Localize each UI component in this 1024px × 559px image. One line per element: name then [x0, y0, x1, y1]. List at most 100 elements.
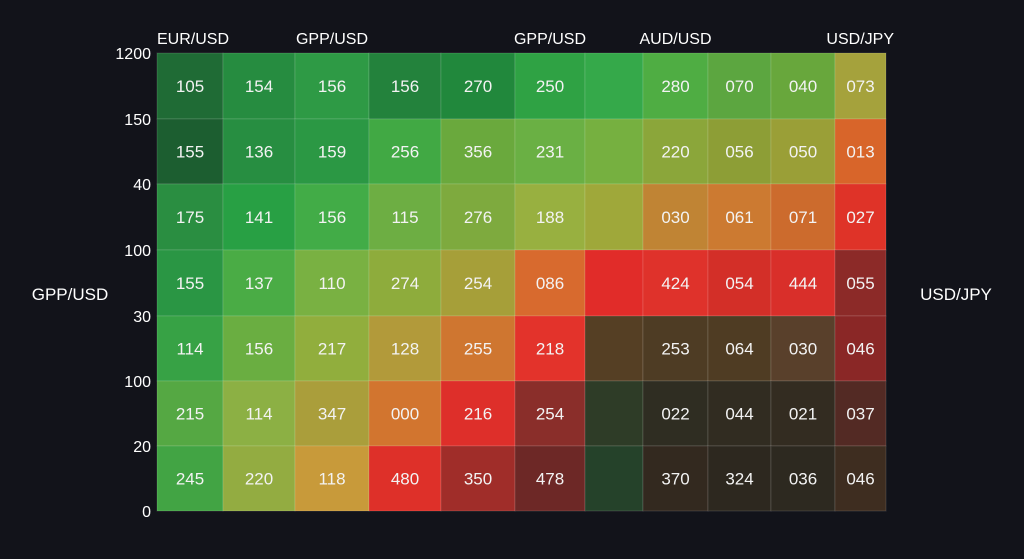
heatmap-cell [514, 52, 586, 120]
cell-value-labels: 105 154 156 156 270 250 280 070 040 073 155 136 159 2… [176, 77, 875, 489]
heatmap-cell [834, 249, 887, 317]
heatmap-cell [440, 118, 516, 185]
heatmap-cell [834, 315, 887, 382]
row-tick-label: 0 [142, 504, 151, 521]
column-label: USD/JPY [826, 31, 894, 48]
heatmap-cell [770, 118, 836, 185]
cell-value: 220 [245, 470, 273, 489]
heatmap-cell [368, 445, 442, 512]
cell-value: 141 [245, 208, 273, 227]
cell-value: 220 [661, 143, 689, 162]
column-label: AUD/USD [639, 31, 711, 48]
heatmap-cell [514, 445, 586, 512]
cell-value: 056 [725, 143, 753, 162]
cell-value: 110 [318, 274, 345, 293]
heatmap-cell [222, 315, 296, 382]
heatmap-cell [514, 249, 586, 317]
cell-value: 118 [318, 470, 345, 489]
cell-value: 156 [245, 340, 273, 359]
cell-value: 350 [464, 470, 492, 489]
cell-value: 073 [846, 77, 874, 96]
cell-value: 217 [318, 340, 346, 359]
column-label: GPP/USD [514, 31, 586, 48]
cell-value: 055 [846, 274, 874, 293]
cell-value: 030 [789, 340, 817, 359]
cell-value: 231 [536, 143, 564, 162]
cell-value: 276 [464, 208, 492, 227]
cell-value: 054 [725, 274, 753, 293]
heatmap-cell [584, 52, 644, 120]
cell-value: 128 [391, 340, 419, 359]
cell-value: 215 [176, 405, 204, 424]
heatmap-cell [584, 249, 644, 317]
cell-value: 046 [846, 340, 874, 359]
heatmap-cell [514, 315, 586, 382]
cell-value: 136 [245, 143, 273, 162]
cell-value: 046 [846, 470, 874, 489]
row-tick-label: 20 [133, 439, 151, 456]
left-axis-label: GPP/USD [32, 285, 109, 304]
heatmap-cell [156, 445, 224, 512]
heatmap-cell [156, 380, 224, 447]
heatmap-cell [834, 445, 887, 512]
heatmap-cell [584, 118, 644, 185]
row-tick-labels: 1200 150 40 100 30 100 20 0 [115, 46, 151, 521]
cell-value: 424 [661, 274, 689, 293]
heatmap-cell [440, 183, 516, 251]
heatmap-cell [156, 315, 224, 382]
cell-value: 254 [536, 405, 564, 424]
row-tick-label: 100 [124, 374, 151, 391]
row-tick-label: 150 [124, 112, 151, 129]
right-axis-label: USD/JPY [920, 285, 992, 304]
cell-value: 000 [391, 405, 419, 424]
cell-value: 356 [464, 143, 492, 162]
cell-value: 022 [661, 405, 689, 424]
cell-value: 274 [391, 274, 419, 293]
cell-value: 013 [846, 143, 874, 162]
heatmap-cell [707, 118, 772, 185]
cell-value: 115 [391, 208, 418, 227]
heatmap-cell [156, 52, 224, 120]
row-tick-label: 40 [133, 177, 151, 194]
heatmap-cell [514, 380, 586, 447]
cell-value: 254 [464, 274, 492, 293]
cell-value: 037 [846, 405, 874, 424]
cell-value: 040 [789, 77, 817, 96]
heatmap-cell [834, 183, 887, 251]
heatmap-cell [222, 445, 296, 512]
cell-value: 154 [245, 77, 273, 96]
cell-value: 114 [245, 405, 272, 424]
heatmap-cell [584, 315, 644, 382]
heatmap-cell [294, 118, 370, 185]
heatmap-cells [156, 52, 887, 512]
cell-value: 480 [391, 470, 419, 489]
cell-value: 444 [789, 274, 817, 293]
cell-value: 324 [725, 470, 753, 489]
heatmap-cell [770, 445, 836, 512]
cell-value: 256 [391, 143, 419, 162]
cell-value: 021 [789, 405, 817, 424]
cell-value: 245 [176, 470, 204, 489]
heatmap-cell [584, 183, 644, 251]
column-label: GPP/USD [296, 31, 368, 48]
cell-value: 155 [176, 143, 204, 162]
heatmap-cell [834, 380, 887, 447]
cell-value: 478 [536, 470, 564, 489]
cell-value: 137 [245, 274, 273, 293]
cell-value: 347 [318, 405, 346, 424]
cell-value: 370 [661, 470, 689, 489]
heatmap-cell [368, 249, 442, 317]
heatmap-cell [368, 315, 442, 382]
cell-value: 036 [789, 470, 817, 489]
heatmap-cell [707, 183, 772, 251]
heatmap-cell [156, 118, 224, 185]
cell-value: 086 [536, 274, 564, 293]
cell-value: 250 [536, 77, 564, 96]
heatmap-cell [368, 380, 442, 447]
row-tick-label: 30 [133, 309, 151, 326]
heatmap-cell [294, 183, 370, 251]
cell-value: 027 [846, 208, 874, 227]
heatmap-cell [368, 52, 442, 120]
heatmap-cell [707, 315, 772, 382]
